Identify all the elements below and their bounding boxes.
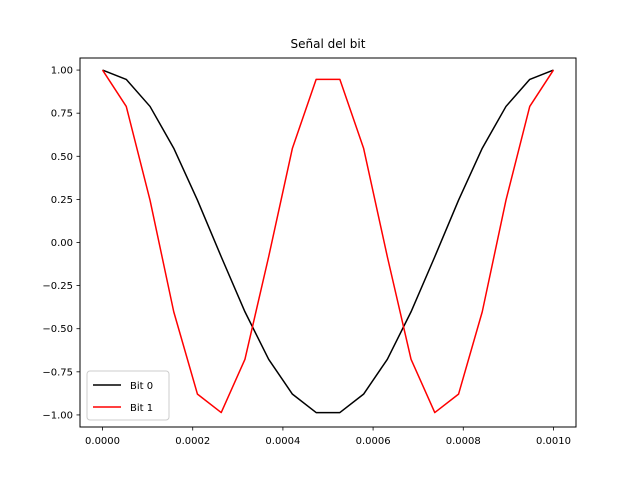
legend-label-bit-1: Bit 1 bbox=[130, 403, 153, 414]
legend: Bit 0 Bit 1 bbox=[86, 370, 170, 421]
y-tick-label: 0.00 bbox=[51, 238, 73, 249]
x-axis: 0.0000 0.0002 0.0004 0.0006 0.0008 0.0010 bbox=[85, 427, 571, 447]
x-tick-label: 0.0010 bbox=[536, 436, 571, 447]
y-tick-label: −0.50 bbox=[42, 324, 73, 335]
y-tick-label: −0.25 bbox=[42, 281, 73, 292]
series-line-bit-1 bbox=[101, 69, 555, 414]
series-layer bbox=[101, 69, 555, 414]
y-tick-label: −0.75 bbox=[42, 367, 73, 378]
x-tick-label: 0.0004 bbox=[265, 436, 300, 447]
y-tick-label: 1.00 bbox=[51, 66, 73, 77]
y-tick-label: −1.00 bbox=[42, 410, 73, 421]
series-line-bit-0 bbox=[102, 69, 554, 414]
x-tick-label: 0.0002 bbox=[175, 436, 210, 447]
y-tick-label: 0.50 bbox=[51, 152, 73, 163]
x-tick-label: 0.0000 bbox=[85, 436, 120, 447]
chart-title: Señal del bit bbox=[291, 37, 366, 51]
legend-label-bit-0: Bit 0 bbox=[130, 381, 153, 392]
x-tick-label: 0.0008 bbox=[446, 436, 481, 447]
legend-box bbox=[86, 370, 170, 421]
y-tick-label: 0.25 bbox=[51, 195, 73, 206]
x-tick-label: 0.0006 bbox=[356, 436, 391, 447]
y-tick-label: 0.75 bbox=[51, 109, 73, 120]
y-axis: 1.00 0.75 0.50 0.25 0.00 −0.25 −0.50 −0.75 −1.00 bbox=[42, 66, 80, 421]
